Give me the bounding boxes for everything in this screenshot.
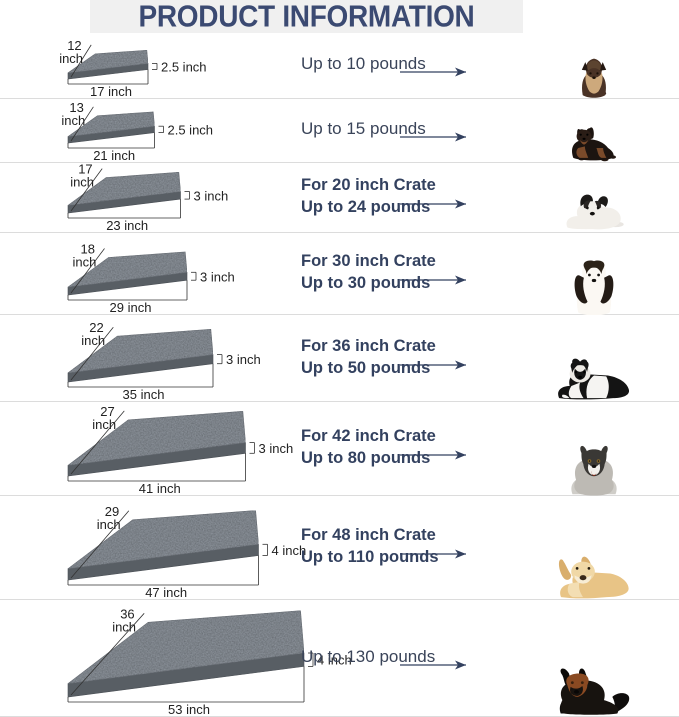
svg-text:inch: inch [59,51,83,66]
svg-text:inch: inch [61,113,85,128]
svg-text:inch: inch [70,175,94,190]
svg-text:21 inch: 21 inch [93,148,135,163]
svg-text:35 inch: 35 inch [123,387,165,402]
svg-text:29 inch: 29 inch [110,300,152,315]
svg-text:inch: inch [97,517,121,532]
svg-text:3 inch: 3 inch [200,269,235,284]
svg-text:47 inch: 47 inch [145,585,187,600]
svg-text:inch: inch [73,255,97,270]
svg-text:41 inch: 41 inch [139,481,181,496]
svg-text:17 inch: 17 inch [90,84,132,99]
svg-text:3 inch: 3 inch [226,352,261,367]
svg-text:23 inch: 23 inch [106,218,148,233]
svg-text:inch: inch [81,333,105,348]
svg-text:53 inch: 53 inch [168,702,210,717]
svg-text:2.5 inch: 2.5 inch [168,122,214,137]
svg-text:3 inch: 3 inch [259,441,294,456]
svg-text:inch: inch [112,619,136,634]
svg-text:inch: inch [92,417,116,432]
svg-text:2.5 inch: 2.5 inch [161,59,207,74]
svg-text:3 inch: 3 inch [194,188,229,203]
